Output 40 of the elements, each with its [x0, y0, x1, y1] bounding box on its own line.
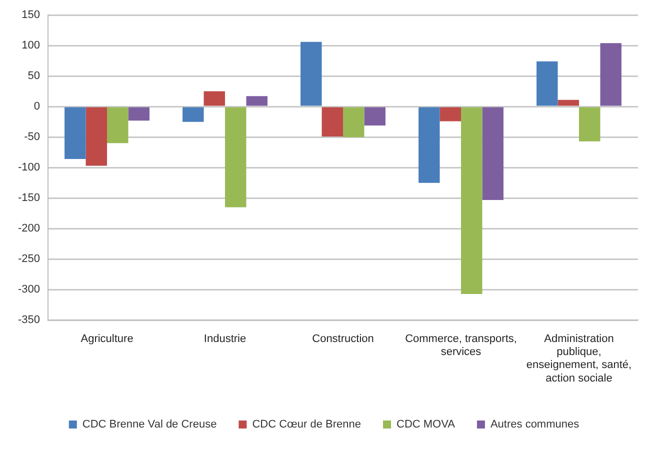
- x-tick-label: Industrie: [204, 332, 246, 345]
- bar: [343, 107, 364, 138]
- x-tick-label: Construction: [312, 332, 374, 345]
- bar: [246, 96, 268, 106]
- bar: [482, 107, 504, 200]
- y-tick-label: -150: [18, 192, 40, 204]
- bar: [600, 43, 622, 106]
- x-tick-label: Agriculture: [80, 332, 134, 345]
- bar: [418, 107, 440, 183]
- y-tick-label: 100: [22, 40, 40, 52]
- bar: [300, 42, 322, 106]
- y-tick-label: -300: [18, 284, 40, 296]
- y-tick-label: 150: [22, 9, 40, 22]
- bar: [579, 107, 600, 142]
- bar: [182, 107, 204, 122]
- y-tick-label: -200: [18, 222, 40, 235]
- bar: [204, 91, 226, 106]
- y-tick-label: 0: [34, 100, 40, 113]
- legend-label: CDC MOVA: [396, 418, 456, 431]
- bar: [440, 107, 462, 122]
- bar: [64, 107, 86, 160]
- bar: [225, 107, 246, 208]
- bar: [364, 107, 386, 126]
- bar: [461, 107, 482, 294]
- x-tick-label: Administration publique, enseignement, santé, action sociale: [526, 332, 632, 384]
- bar: [322, 107, 344, 136]
- y-tick-label: -100: [18, 162, 40, 174]
- y-tick-label: 50: [28, 70, 40, 82]
- legend-label: CDC Cœur de Brenne: [252, 418, 362, 431]
- legend-label: Autres communes: [490, 418, 580, 431]
- y-tick-label: -350: [18, 314, 40, 326]
- legend-label: CDC Brenne Val de Creuse: [82, 418, 217, 431]
- bar: [86, 107, 108, 166]
- x-tick-label: Commerce, transports, services: [405, 332, 517, 358]
- bar: [558, 100, 579, 106]
- y-tick-label: -50: [24, 131, 40, 144]
- bar: [128, 107, 150, 121]
- y-tick-label: -250: [18, 253, 40, 266]
- bar: [536, 61, 558, 106]
- bar: [107, 107, 128, 144]
